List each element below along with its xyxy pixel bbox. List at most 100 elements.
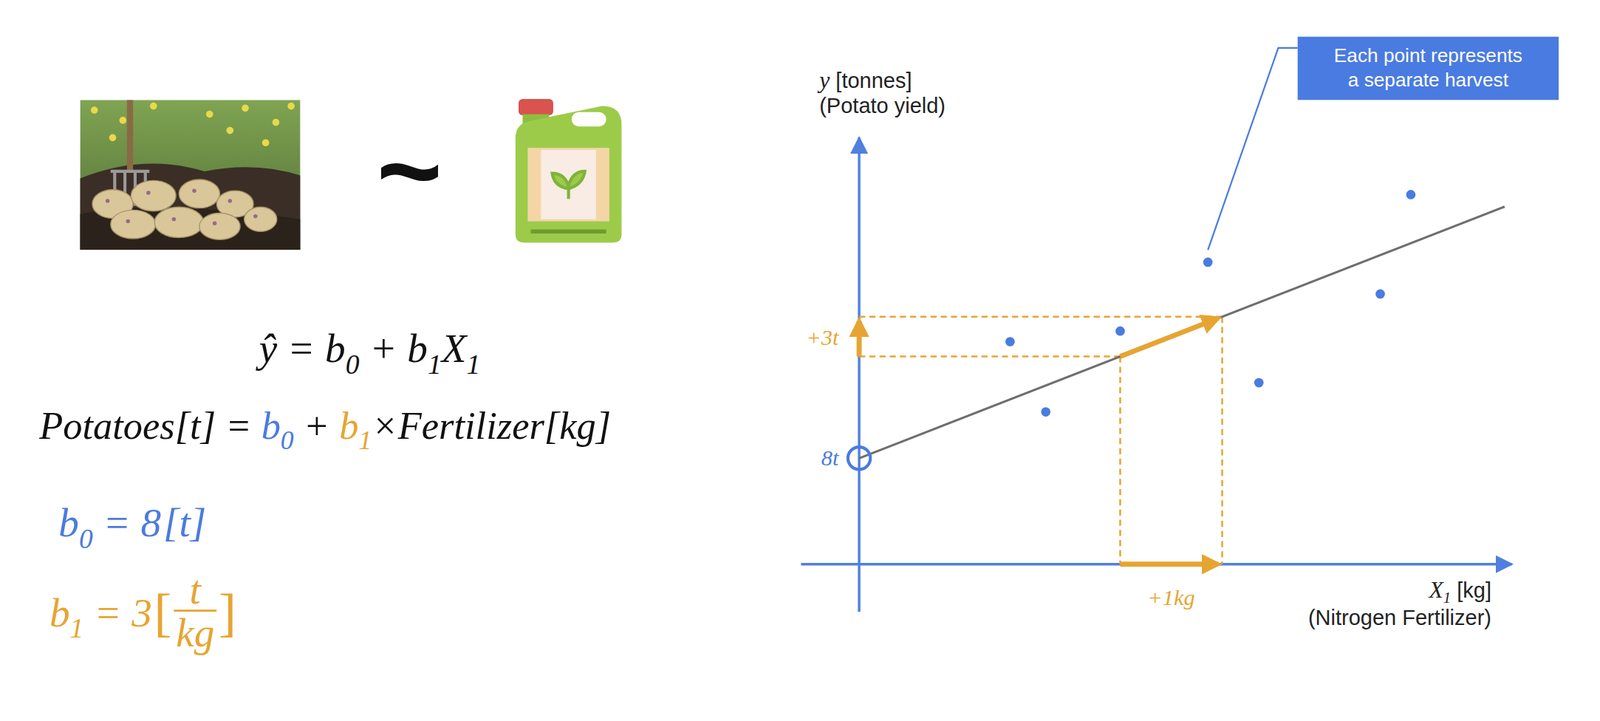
- coef-unit: [t]: [163, 500, 207, 546]
- fork-handle: [127, 99, 133, 172]
- bracket-close: ]: [218, 582, 237, 642]
- callout-text: Each point represents: [1334, 44, 1523, 67]
- slope-arrow: [1119, 318, 1219, 357]
- coef-symbol: b: [49, 590, 71, 636]
- coef-value: 3: [130, 590, 153, 636]
- potato: [244, 206, 278, 232]
- jug-body: [515, 106, 622, 244]
- data-point: [1254, 378, 1264, 388]
- chart: y [tonnes](Potato yield) X1 [kg](Nitrogen…: [800, 67, 1512, 631]
- y-axis: [857, 137, 860, 612]
- coefficient: b0 = 8: [58, 500, 162, 554]
- potato-spot: [228, 198, 233, 204]
- axis-var: y: [816, 67, 831, 94]
- guide-line: [1221, 316, 1223, 565]
- intercept-marker: [848, 446, 871, 470]
- coef-eq: =: [93, 500, 142, 546]
- step-annotation: [859, 316, 1222, 565]
- equation-token: b: [325, 325, 346, 371]
- equation-token: Potatoes[t] =: [38, 404, 262, 447]
- potato-spot: [172, 217, 177, 222]
- axis-sub: 1: [1443, 589, 1451, 606]
- data-point: [1203, 257, 1213, 268]
- x-axis: [800, 562, 1512, 566]
- equation-token: +: [359, 325, 408, 371]
- potato: [199, 213, 241, 241]
- equation-token: ×Fertilizer[kg]: [371, 404, 611, 447]
- flower: [119, 116, 128, 125]
- jug-label: [540, 149, 597, 220]
- specific-equation: Potatoes[t] = b0​ + b1​×Fertilizer[kg]: [38, 404, 611, 456]
- equation-token: =: [277, 325, 326, 371]
- coef-sub: 1: [70, 613, 85, 644]
- data-point: [1005, 336, 1015, 347]
- jug-leaf: [552, 171, 586, 199]
- jug-stripe: [531, 229, 607, 235]
- bracket-open: [: [154, 582, 173, 642]
- jug-handle-hole: [571, 112, 607, 127]
- y-axis-label: y [tonnes]: [816, 67, 912, 94]
- intercept-label: 8t: [821, 445, 840, 471]
- potato: [130, 180, 176, 211]
- unit-numerator: t: [189, 567, 203, 613]
- photo-content: [79, 99, 300, 250]
- equation-token: X: [440, 325, 469, 371]
- flower: [241, 104, 249, 112]
- flower: [287, 102, 295, 111]
- equation-token: b: [407, 325, 428, 371]
- run-arrow: [1119, 561, 1219, 567]
- equation-subscript: 1: [359, 425, 373, 456]
- guide-line: [859, 355, 1120, 357]
- callout: Each point representsa separate harvest: [1207, 36, 1559, 251]
- callout-text: a separate harvest: [1348, 68, 1510, 91]
- potato-spot: [126, 219, 131, 224]
- potato-spot: [105, 198, 111, 204]
- flower: [262, 138, 270, 147]
- axis-unit: [kg]: [1450, 578, 1492, 603]
- flower: [109, 134, 117, 142]
- potato-spot: [146, 190, 151, 196]
- guide-line: [1119, 356, 1121, 565]
- jug-label-band: [527, 147, 609, 221]
- potato: [110, 209, 156, 239]
- x-axis-label: X1 [kg]: [1427, 576, 1492, 606]
- relation-symbol: ~: [376, 107, 443, 233]
- flower: [206, 110, 214, 119]
- regression-line: [859, 206, 1505, 459]
- coefficient: b1 = 3: [49, 590, 153, 644]
- data-point: [1406, 189, 1417, 200]
- bracket: ]: [189, 500, 207, 546]
- soil: [79, 163, 300, 251]
- coef-eq: =: [83, 590, 132, 636]
- rise-arrow: [856, 320, 863, 357]
- coef-symbol: b: [58, 500, 80, 546]
- equation-token: b: [261, 404, 281, 447]
- rise-label: +3t: [805, 325, 840, 351]
- flower: [226, 127, 234, 135]
- flower: [272, 118, 280, 127]
- data-point: [1115, 326, 1126, 337]
- data-point: [1375, 289, 1386, 300]
- y-axis-desc: (Potato yield): [819, 93, 946, 118]
- potato: [178, 179, 220, 209]
- slide: ~ŷ = b0​ + b1​X1​Potatoes[t] = b0​ + b1​…: [0, 0, 1600, 721]
- axis-unit: [tonnes]: [829, 68, 912, 93]
- callout-box: [1297, 36, 1559, 101]
- coef-sub: 0: [79, 523, 94, 555]
- equation-subscript: 1: [427, 349, 442, 380]
- equation-token: +: [293, 404, 340, 447]
- potato-spot: [192, 188, 197, 193]
- equation-token: ŷ: [255, 325, 278, 371]
- run-label: +1kg: [1147, 585, 1195, 611]
- equation-subscript: 0: [280, 425, 294, 456]
- fertilizer-icon: [515, 98, 622, 244]
- bracket: [: [163, 500, 181, 546]
- equation-subscript: 0: [345, 349, 360, 380]
- general-equation: ŷ = b0​ + b1​X1​: [255, 325, 481, 379]
- x-axis-desc: (Nitrogen Fertilizer): [1308, 605, 1492, 630]
- potato-spot: [212, 221, 218, 227]
- data-group: [859, 189, 1505, 565]
- flower: [90, 106, 99, 114]
- unit-denominator: kg: [175, 610, 215, 656]
- guide-line: [859, 316, 1222, 318]
